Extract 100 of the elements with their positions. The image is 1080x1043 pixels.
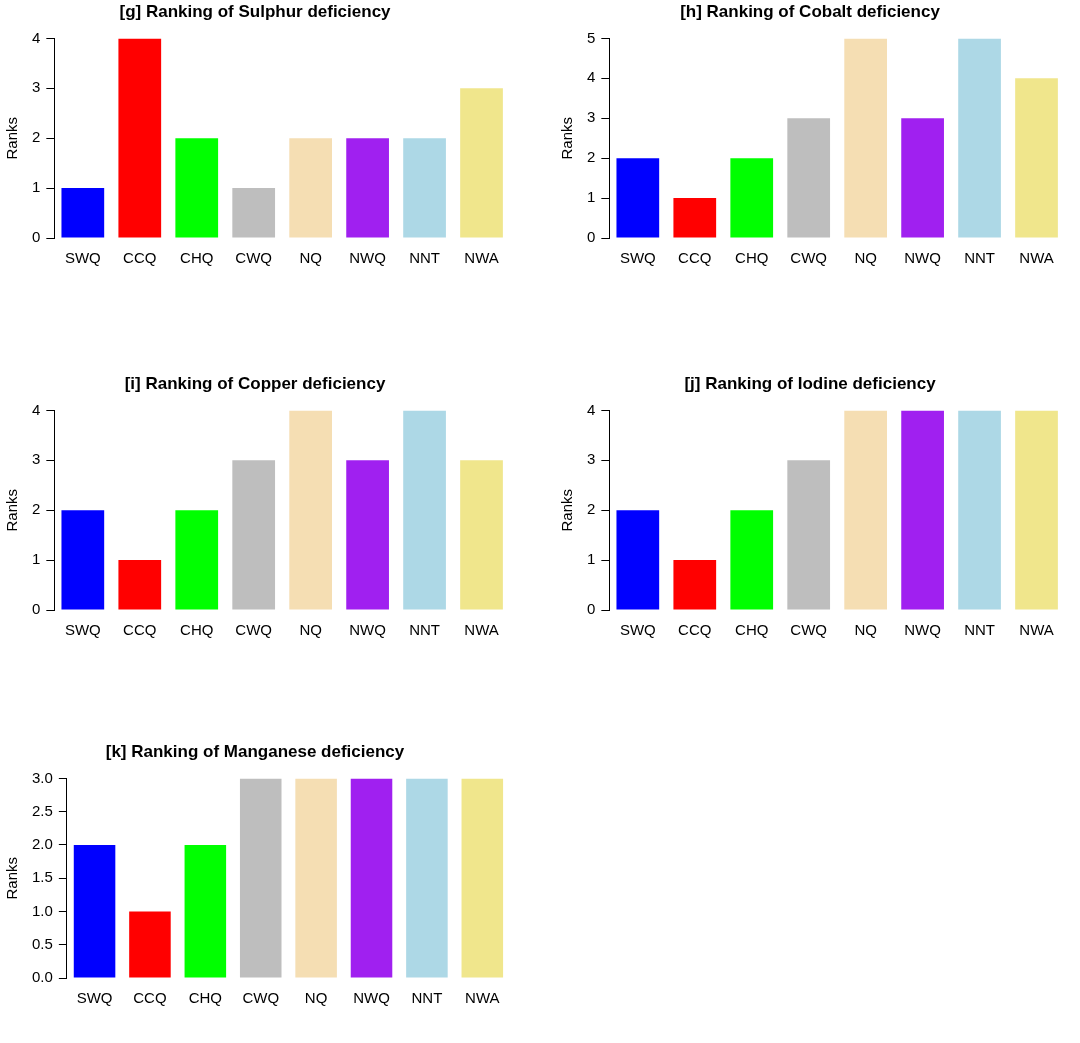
x-tick-label: CWQ <box>235 249 273 267</box>
bar <box>61 510 105 610</box>
bar <box>232 460 276 610</box>
y-tick-label: 0 <box>587 228 596 246</box>
bar <box>184 844 227 978</box>
x-tick-label: NQ <box>299 621 322 639</box>
y-axis-title: Ranks <box>558 116 576 160</box>
bar <box>295 778 337 978</box>
x-tick-label: CWQ <box>235 621 273 639</box>
bar <box>346 138 389 238</box>
x-tick-label: NWQ <box>353 989 390 1007</box>
y-tick-label: 2 <box>587 148 596 166</box>
bar <box>403 410 446 610</box>
bar <box>346 460 389 610</box>
bar <box>118 560 162 610</box>
x-tick-label: NWQ <box>904 621 941 639</box>
x-tick-label: CHQ <box>180 249 214 267</box>
bar <box>673 198 717 238</box>
x-tick-label: SWQ <box>619 249 656 267</box>
bar <box>289 138 333 238</box>
x-tick-label: NWA <box>1019 249 1054 267</box>
bar <box>129 911 171 978</box>
x-tick-label: NWA <box>464 621 499 639</box>
y-tick-label: 2 <box>32 128 41 146</box>
chart-title: [g] Ranking of Sulphur deficiency <box>119 1 392 21</box>
bar <box>844 38 888 238</box>
chart-title: [k] Ranking of Manganese deficiency <box>105 741 405 761</box>
bar <box>175 510 219 610</box>
x-tick-label: CWQ <box>790 621 828 639</box>
y-tick-label: 0.0 <box>31 968 53 986</box>
x-tick-label: NWA <box>464 249 499 267</box>
bar <box>350 778 393 978</box>
y-tick-label: 4 <box>32 400 41 418</box>
y-tick-label: 1.0 <box>31 901 53 919</box>
bar <box>175 138 219 238</box>
y-tick-label: 3 <box>32 450 41 468</box>
x-tick-label: SWQ <box>619 621 656 639</box>
chart-title: [j] Ranking of Iodine deficiency <box>684 373 937 393</box>
x-tick-label: NNT <box>409 621 440 639</box>
bar <box>61 188 105 238</box>
y-axis-title: Ranks <box>3 116 21 160</box>
bar <box>232 188 276 238</box>
y-axis-title: Ranks <box>3 856 21 900</box>
y-tick-label: 0 <box>32 600 41 618</box>
y-tick-label: 5 <box>587 28 596 46</box>
bar <box>730 158 774 238</box>
x-tick-label: CWQ <box>790 249 828 267</box>
x-tick-label: NNT <box>964 621 995 639</box>
bar <box>1015 78 1058 238</box>
x-tick-label: NWA <box>1019 621 1054 639</box>
y-tick-label: 0 <box>32 228 41 246</box>
x-tick-label: CHQ <box>180 621 214 639</box>
x-tick-label: NQ <box>854 249 877 267</box>
bar <box>673 560 717 610</box>
y-tick-label: 2.5 <box>31 801 53 819</box>
y-tick-label: 1.5 <box>31 868 53 886</box>
x-tick-label: CHQ <box>735 249 769 267</box>
bar <box>616 510 660 610</box>
x-tick-label: CWQ <box>242 989 280 1007</box>
x-tick-label: NWQ <box>904 249 941 267</box>
bar <box>901 410 944 610</box>
x-tick-label: CCQ <box>678 249 712 267</box>
x-tick-label: CCQ <box>123 249 157 267</box>
x-tick-label: CHQ <box>188 989 223 1007</box>
x-tick-label: NNT <box>964 249 995 267</box>
bar <box>730 510 774 610</box>
bar <box>239 778 282 978</box>
x-tick-label: NWQ <box>349 621 386 639</box>
y-tick-label: 3.0 <box>31 768 53 786</box>
y-tick-label: 4 <box>587 68 596 86</box>
x-tick-label: SWQ <box>64 621 101 639</box>
bar <box>1015 410 1058 610</box>
x-tick-label: NQ <box>854 621 877 639</box>
y-tick-label: 4 <box>587 400 596 418</box>
y-tick-label: 1 <box>587 188 596 206</box>
x-tick-label: CCQ <box>678 621 712 639</box>
x-tick-label: NQ <box>304 989 328 1007</box>
x-tick-label: CCQ <box>123 621 157 639</box>
y-tick-label: 2.0 <box>31 835 53 853</box>
y-tick-label: 3 <box>32 78 41 96</box>
chart-title: [h] Ranking of Cobalt deficiency <box>680 1 941 21</box>
x-tick-label: NNT <box>411 989 443 1007</box>
bar <box>901 118 944 238</box>
y-tick-label: 1 <box>32 550 41 568</box>
y-tick-label: 2 <box>32 500 41 518</box>
y-tick-label: 1 <box>32 178 41 196</box>
y-tick-label: 0.5 <box>31 934 53 952</box>
bar <box>958 410 1001 610</box>
bar <box>460 88 503 238</box>
x-tick-label: NWA <box>465 989 500 1007</box>
bar <box>406 778 448 978</box>
bar <box>73 844 116 978</box>
bar <box>958 38 1001 238</box>
x-tick-label: CCQ <box>133 989 167 1007</box>
x-tick-label: NQ <box>299 249 322 267</box>
bar <box>118 38 162 238</box>
y-tick-label: 4 <box>32 28 41 46</box>
chart-title: [i] Ranking of Copper deficiency <box>124 373 386 393</box>
y-axis-title: Ranks <box>558 488 576 532</box>
bar <box>403 138 446 238</box>
